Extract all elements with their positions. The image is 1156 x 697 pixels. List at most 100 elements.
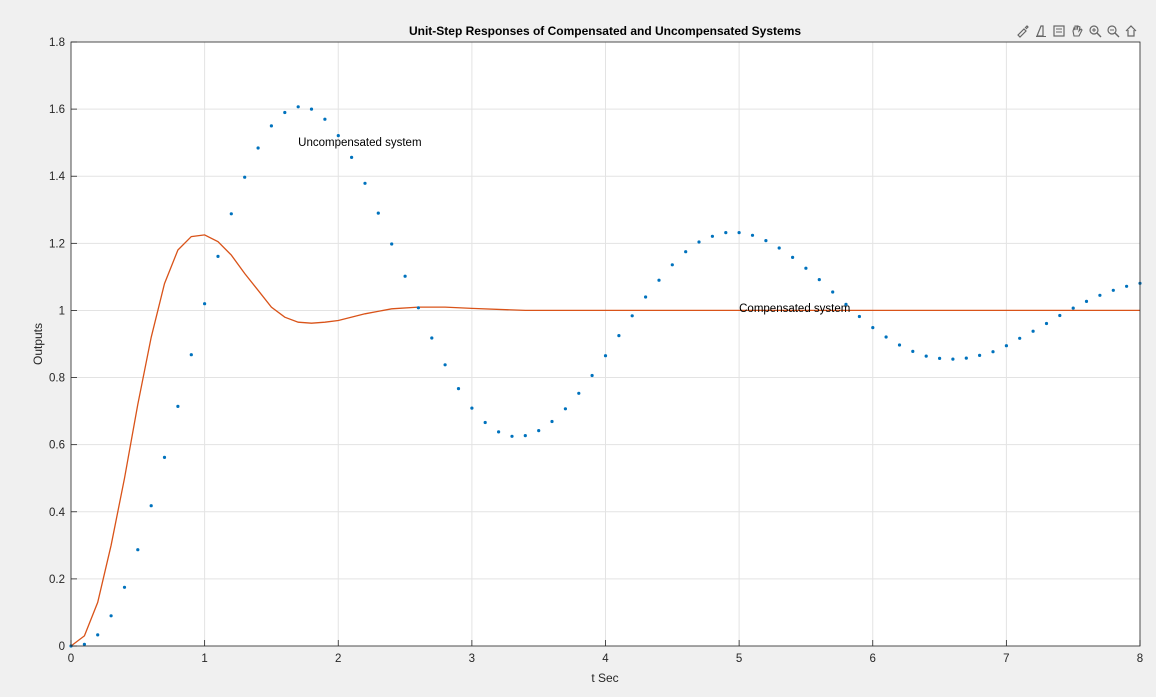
- uncompensated-point: [350, 155, 354, 159]
- uncompensated-point: [82, 642, 86, 646]
- uncompensated-point: [96, 633, 100, 637]
- uncompensated-point: [1044, 321, 1049, 326]
- uncompensated-point: [750, 233, 755, 237]
- y-tick-labels: 0 0.2 0.4 0.6 0.8 1 1.2 1.4 1.6 1.8: [49, 37, 77, 653]
- uncompensated-point: [456, 387, 461, 391]
- x-tick-label: 1: [201, 653, 207, 665]
- uncompensated-point: [443, 363, 447, 367]
- uncompensated-point: [737, 231, 741, 235]
- x-tick-label: 7: [1003, 653, 1009, 665]
- uncompensated-point: [203, 302, 207, 306]
- uncompensated-point: [363, 181, 367, 185]
- uncompensated-point: [777, 246, 781, 250]
- uncompensated-point: [764, 239, 768, 243]
- uncompensated-point: [684, 250, 688, 254]
- uncompensated-point: [1058, 313, 1062, 318]
- uncompensated-point: [710, 234, 715, 238]
- uncompensated-point: [964, 356, 968, 360]
- uncompensated-point: [630, 314, 634, 318]
- uncompensated-point: [1071, 306, 1075, 310]
- uncompensated-point: [1098, 293, 1102, 297]
- x-tick-labels: 0 1 2 3 4 5 6 7 8: [68, 640, 1143, 665]
- y-tick-label: 0: [59, 641, 65, 653]
- uncompensated-point: [323, 117, 327, 121]
- uncompensated-point: [483, 420, 487, 425]
- uncompensated-point: [149, 504, 153, 508]
- uncompensated-point: [844, 302, 848, 306]
- data-tip-icon[interactable]: [1032, 22, 1049, 39]
- uncompensated-point: [269, 124, 273, 128]
- uncompensated-point: [109, 614, 113, 618]
- y-tick-label: 0.4: [49, 507, 66, 519]
- uncompensated-point: [136, 548, 140, 552]
- uncompensated-point: [390, 242, 394, 246]
- uncompensated-point: [430, 336, 434, 340]
- y-axis-label: Outputs: [31, 323, 45, 365]
- uncompensated-point: [644, 295, 648, 299]
- uncompensated-point: [416, 306, 420, 310]
- uncompensated-point: [911, 349, 915, 353]
- uncompensated-point: [884, 335, 888, 339]
- series-compensated: [70, 234, 1140, 647]
- x-tick-label: 6: [870, 653, 876, 665]
- uncompensated-point: [1125, 284, 1129, 288]
- y-tick-label: 0.6: [49, 440, 65, 452]
- y-tick-label: 1.6: [49, 104, 65, 116]
- uncompensated-point: [550, 419, 554, 424]
- uncompensated-point: [897, 343, 902, 347]
- uncompensated-point: [670, 263, 674, 267]
- x-tick-label: 2: [335, 653, 341, 665]
- uncompensated-point: [1004, 344, 1009, 348]
- compensated-line: [70, 234, 1140, 647]
- y-tick-label: 0.2: [49, 574, 65, 586]
- uncompensated-point: [243, 175, 247, 179]
- annotation-uncompensated: Uncompensated system: [298, 137, 421, 149]
- y-tick-label: 1.8: [49, 37, 65, 49]
- uncompensated-point: [296, 105, 300, 109]
- annotation-compensated: Compensated system: [739, 303, 850, 315]
- uncompensated-point: [176, 404, 180, 408]
- uncompensated-point: [603, 354, 608, 358]
- uncompensated-point: [216, 254, 220, 258]
- uncompensated-point: [122, 585, 127, 589]
- chart-title: Unit-Step Responses of Compensated and U…: [409, 24, 801, 38]
- uncompensated-point: [991, 350, 995, 354]
- pan-icon[interactable]: [1068, 22, 1085, 39]
- uncompensated-point: [817, 278, 821, 282]
- uncompensated-point: [376, 211, 380, 215]
- uncompensated-point: [857, 314, 862, 319]
- uncompensated-point: [403, 274, 407, 278]
- y-tick-label: 0.8: [49, 373, 65, 385]
- uncompensated-point: [697, 240, 701, 244]
- zoom-in-icon[interactable]: [1086, 22, 1103, 39]
- uncompensated-point: [510, 434, 514, 438]
- y-tick-label: 1.4: [49, 171, 66, 183]
- uncompensated-point: [938, 356, 942, 360]
- home-icon[interactable]: [1122, 22, 1139, 39]
- uncompensated-point: [791, 255, 795, 259]
- uncompensated-point: [283, 110, 287, 115]
- uncompensated-point: [189, 353, 193, 357]
- uncompensated-point: [978, 353, 982, 357]
- uncompensated-point: [537, 429, 541, 433]
- uncompensated-point: [1111, 288, 1115, 292]
- uncompensated-point: [951, 357, 955, 361]
- brush-icon[interactable]: [1014, 22, 1031, 39]
- uncompensated-point: [657, 278, 661, 282]
- uncompensated-point: [804, 266, 808, 270]
- uncompensated-point: [1031, 329, 1035, 333]
- series-uncompensated: [69, 105, 1142, 648]
- uncompensated-point: [590, 373, 594, 378]
- uncompensated-point: [563, 407, 568, 411]
- x-tick-label: 3: [469, 653, 475, 665]
- x-tick-label: 8: [1137, 653, 1143, 665]
- uncompensated-point: [336, 134, 340, 138]
- export-icon[interactable]: [1050, 22, 1067, 39]
- uncompensated-point: [924, 354, 928, 358]
- uncompensated-point: [1018, 336, 1022, 340]
- zoom-out-icon[interactable]: [1104, 22, 1121, 39]
- uncompensated-point: [577, 391, 581, 395]
- x-tick-label: 5: [736, 653, 742, 665]
- y-tick-label: 1: [59, 305, 65, 317]
